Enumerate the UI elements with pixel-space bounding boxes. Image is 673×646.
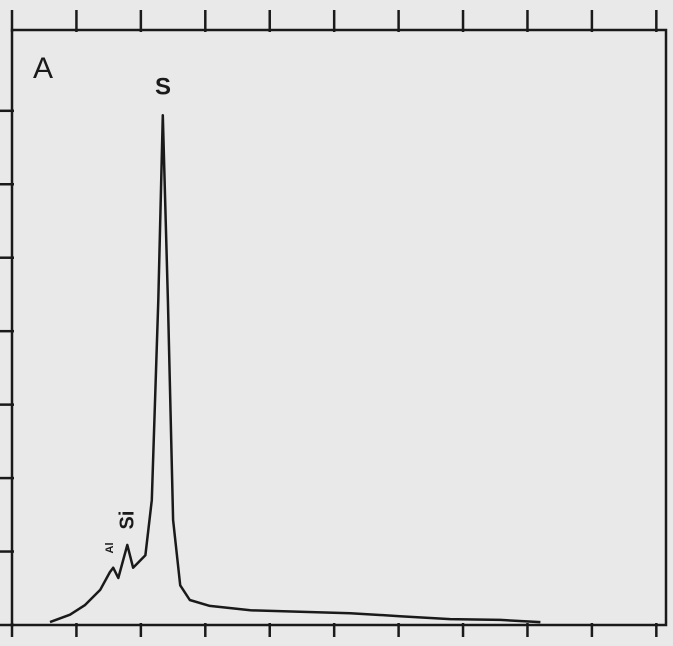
peak-label: S — [155, 73, 171, 100]
panel-label: A — [33, 52, 53, 85]
peak-label: Si — [116, 511, 138, 530]
plot-frame — [10, 28, 668, 627]
peak-label: Al — [104, 543, 116, 554]
spectrum-line — [49, 113, 541, 624]
